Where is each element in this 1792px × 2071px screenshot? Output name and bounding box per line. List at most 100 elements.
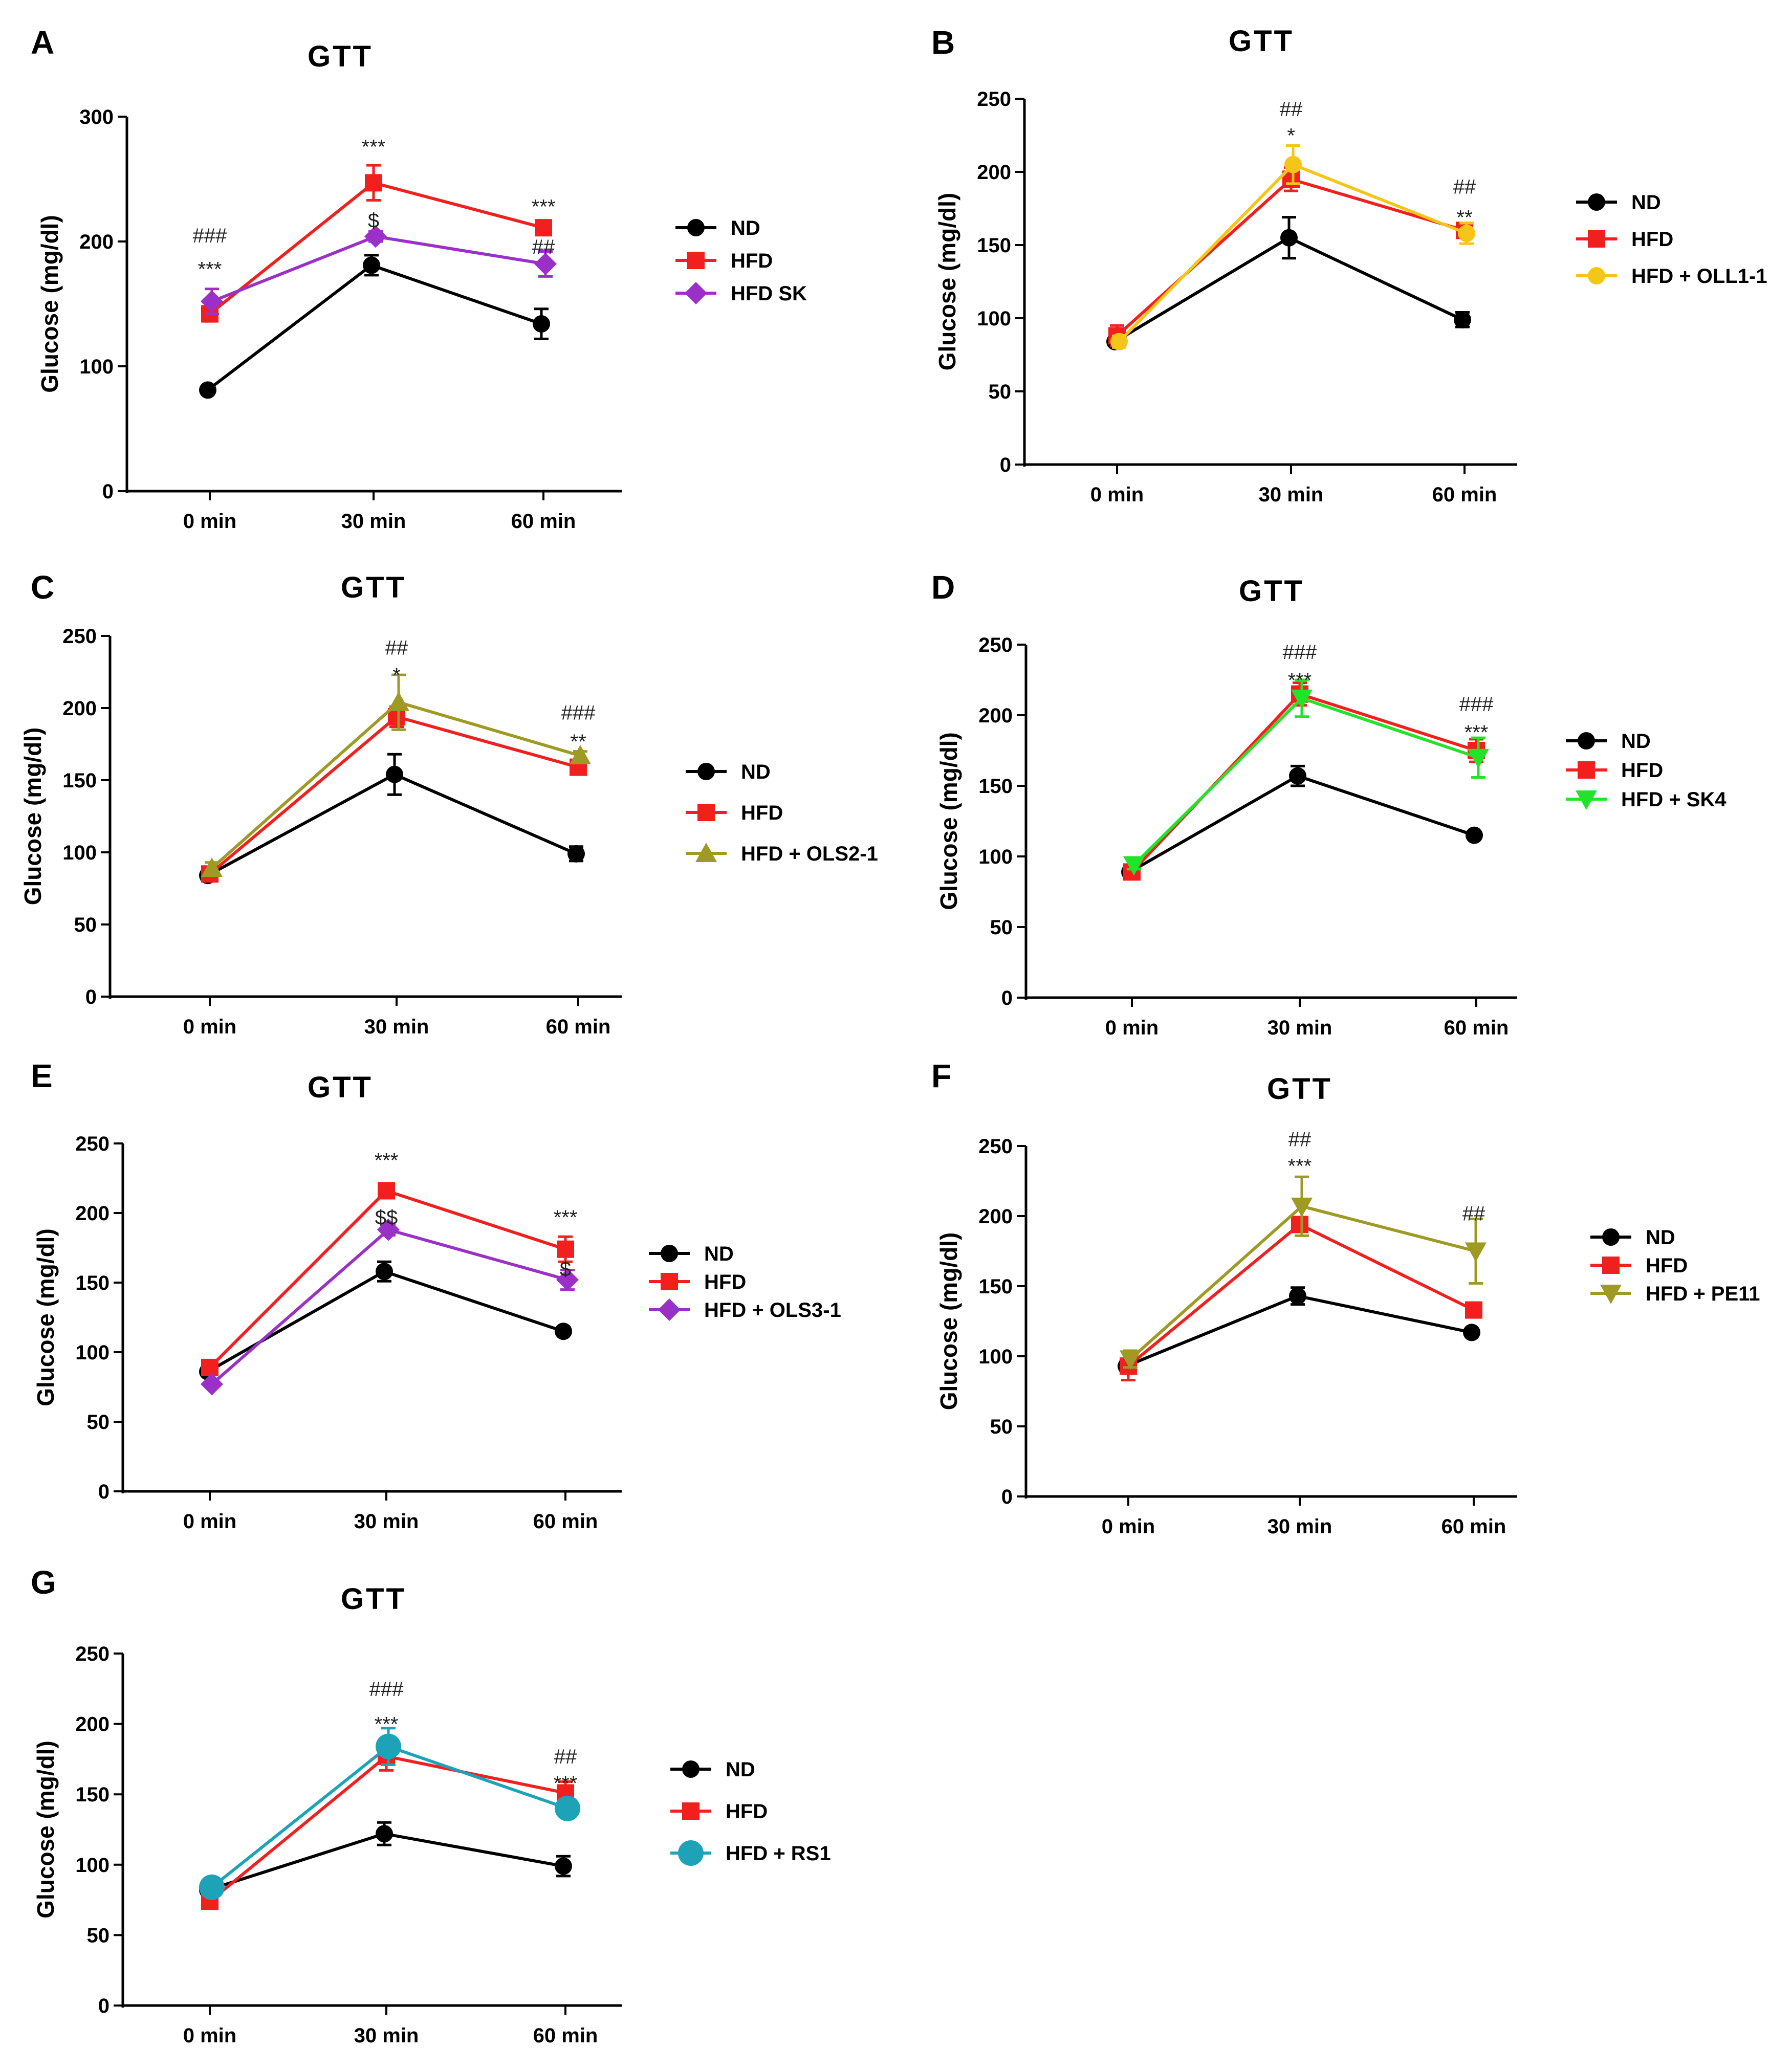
data-point — [1110, 333, 1128, 350]
panel-g-significance-label: *** — [375, 1713, 399, 1736]
legend-marker — [1602, 1257, 1620, 1274]
panel-e-ytick-label: 250 — [75, 1133, 110, 1155]
panel-d-significance-label: *** — [1465, 721, 1489, 744]
legend-marker — [1578, 732, 1595, 750]
panel-b-series-nd — [1106, 216, 1471, 350]
panel-a-letter: A — [31, 24, 54, 61]
legend-marker — [687, 219, 705, 236]
legend-label: HFD — [731, 250, 773, 272]
data-point — [1463, 1324, 1480, 1341]
series-line — [207, 773, 577, 877]
data-point — [1280, 229, 1298, 247]
panel-a-ytick-label: 300 — [79, 106, 114, 128]
legend-label: HFD + OLS2-1 — [741, 843, 878, 865]
panel-g-significance-label: ## — [554, 1746, 577, 1768]
legend-marker — [658, 1298, 681, 1321]
legend-marker — [678, 1840, 704, 1866]
panel-a-ytick-label: 0 — [102, 480, 114, 503]
data-point — [534, 252, 557, 275]
panel-d-ytick-label: 200 — [978, 704, 1013, 727]
panel-f-ytick-label: 200 — [978, 1205, 1013, 1228]
panel-c-significance-label: * — [392, 664, 401, 687]
panel-d-xtick-label: 30 min — [1267, 1017, 1332, 1039]
panel-f-xtick-label: 0 min — [1102, 1515, 1155, 1538]
panel-c-ytick-label: 0 — [85, 986, 97, 1008]
data-point — [1291, 1216, 1308, 1233]
panel-a-xtick-label: 0 min — [183, 510, 236, 533]
panel-c-ytick-label: 200 — [62, 697, 97, 720]
panel-d-title: GTT — [1239, 575, 1304, 608]
data-point — [1465, 1242, 1487, 1262]
legend-marker — [687, 252, 705, 269]
legend-marker — [1576, 790, 1597, 810]
panel-a-significance-label: ### — [193, 225, 227, 247]
panel-c-y-label: Glucose (mg/dl) — [19, 728, 46, 906]
data-point — [201, 1373, 223, 1396]
data-point — [1289, 1287, 1306, 1305]
panel-d-chart: D GTT 0 50 100 150 200 250 0 min 30 min 60 min Gluc… — [931, 569, 1727, 1039]
legend-marker — [1588, 193, 1605, 211]
panel-a-significance-label: $ — [368, 210, 379, 232]
panel-e-significance-label: *** — [375, 1150, 399, 1172]
panel-b-xtick-label: 60 min — [1432, 483, 1497, 506]
panel-g-significance-label: *** — [554, 1772, 578, 1795]
panel-d-legend: ND HFD HFD + SK4 — [1566, 730, 1727, 811]
panel-c-xtick-label: 60 min — [546, 1016, 611, 1038]
data-point — [1465, 1301, 1482, 1319]
legend-label: ND — [741, 761, 771, 783]
data-point — [1468, 748, 1489, 768]
data-point — [201, 1358, 218, 1376]
data-point — [376, 1733, 401, 1759]
data-point — [555, 1857, 572, 1875]
panel-e-y-label: Glucose (mg/dl) — [32, 1228, 59, 1406]
panel-c-ytick-label: 50 — [74, 914, 97, 936]
panel-c-ytick-label: 100 — [62, 842, 97, 864]
data-point — [535, 219, 552, 237]
panel-e-significance-label: $ — [560, 1258, 571, 1281]
panel-e-series-hfd-ols3-1 — [201, 1218, 579, 1396]
data-point — [1120, 1350, 1141, 1370]
data-point — [555, 1323, 572, 1340]
panel-d-series-hfd-sk4 — [1123, 678, 1489, 876]
data-point — [199, 1874, 225, 1900]
legend-label: ND — [704, 1243, 734, 1265]
panel-e-significance-label: $$ — [375, 1206, 398, 1229]
data-point — [386, 765, 403, 783]
panel-c-letter: C — [31, 569, 54, 606]
legend-marker — [695, 843, 717, 862]
panel-a-significance-label: *** — [532, 196, 556, 218]
panel-g-y-label: Glucose (mg/dl) — [32, 1740, 59, 1919]
series-line — [1130, 692, 1477, 873]
panel-g-ytick-label: 0 — [98, 1995, 110, 2017]
panel-f-xtick-label: 30 min — [1267, 1515, 1332, 1538]
legend-marker — [697, 763, 715, 780]
series-line — [1129, 774, 1475, 873]
panel-c-ytick-label: 250 — [62, 625, 97, 648]
legend-marker — [1588, 267, 1605, 284]
panel-e-ytick-label: 50 — [87, 1411, 110, 1434]
panel-d-y-label: Glucose (mg/dl) — [935, 732, 962, 910]
legend-marker — [1602, 1228, 1620, 1246]
panel-c-title: GTT — [341, 571, 406, 604]
panel-b-series-hfd-oll1-1 — [1110, 144, 1475, 350]
legend-label: HFD + PE11 — [1646, 1283, 1760, 1305]
data-point — [388, 691, 409, 711]
panel-g-significance-label: ### — [369, 1678, 404, 1701]
panel-f-ytick-label: 0 — [1001, 1486, 1013, 1508]
legend-label: HFD + OLL1-1 — [1631, 265, 1767, 288]
data-point — [376, 1263, 393, 1281]
panel-b-ytick-label: 0 — [1000, 454, 1011, 476]
panel-e-title: GTT — [308, 1071, 373, 1104]
panel-d-ytick-label: 50 — [990, 916, 1013, 939]
panel-a-series-nd — [199, 254, 550, 399]
panel-b-y-label: Glucose (mg/dl) — [934, 193, 960, 371]
panel-a-y-label: Glucose (mg/dl) — [36, 215, 63, 393]
panel-g-xtick-label: 0 min — [183, 2024, 236, 2047]
panel-f-y-label: Glucose (mg/dl) — [935, 1232, 962, 1411]
panel-a-chart: A GTT 0 100 200 300 0 min 30 min 60 min Glucose (… — [31, 24, 807, 533]
panel-g-ytick-label: 150 — [75, 1783, 110, 1806]
panel-f-letter: F — [931, 1057, 951, 1094]
panel-b-legend: ND HFD HFD + OLL1-1 — [1576, 191, 1767, 288]
panel-e-ytick-label: 200 — [75, 1202, 110, 1225]
data-point — [199, 381, 216, 399]
